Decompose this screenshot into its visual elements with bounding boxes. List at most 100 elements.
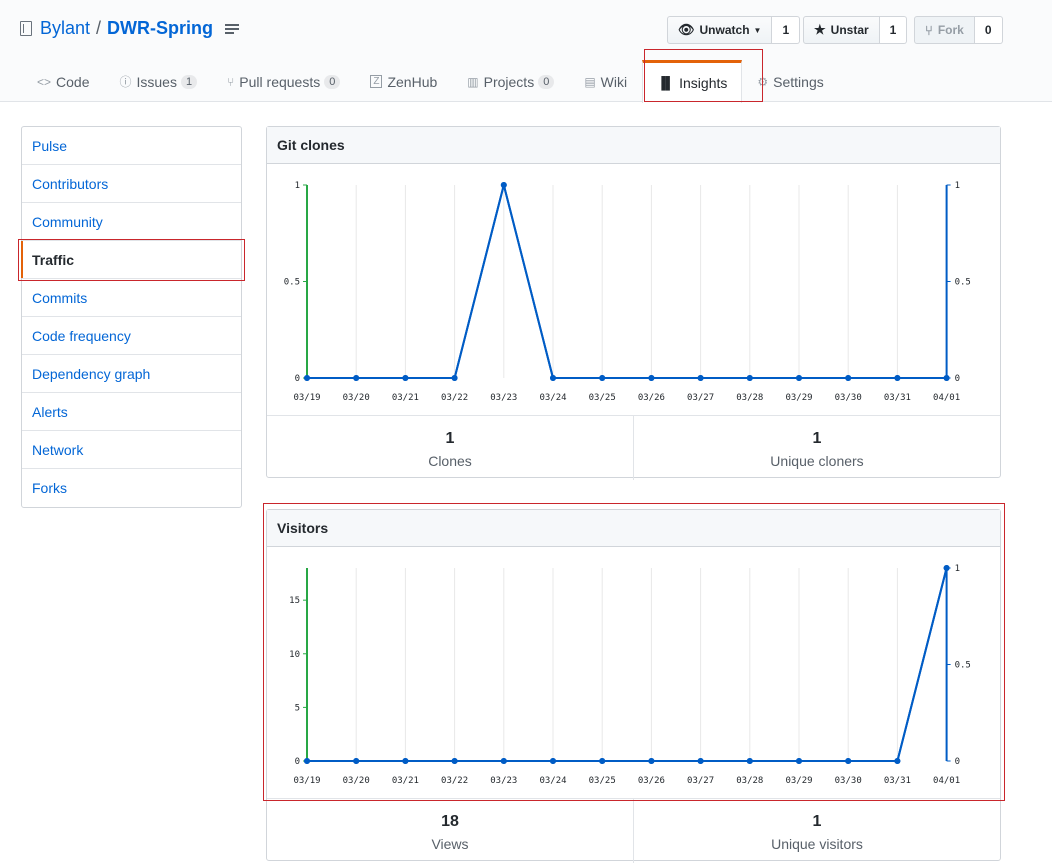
- git-clones-panel: Git clones 0 0.5 1 0 0.5 1 03/19 03/20 03/21 03/2…: [266, 126, 1001, 480]
- repo-separator: /: [96, 18, 102, 38]
- repo-header: Bylant / DWR-Spring 👁 Unwatch ▼ 1 ★ Unst…: [0, 0, 1052, 103]
- tab-wiki[interactable]: ▤ Wiki: [569, 60, 642, 102]
- repo-name-link[interactable]: DWR-Spring: [107, 18, 214, 38]
- sidebar-item-pulse[interactable]: Pulse: [22, 127, 241, 165]
- visitors-data-point: [845, 758, 852, 764]
- clones-x-tick-label: 03/20: [343, 393, 370, 403]
- visitors-right-tick-label: 0: [955, 757, 960, 767]
- visitors-x-tick-label: 03/20: [343, 776, 370, 786]
- sidebar-item-traffic[interactable]: Traffic: [21, 241, 241, 279]
- clones-data-point: [845, 375, 852, 381]
- tab-settings-label: Settings: [773, 73, 824, 90]
- gear-icon: ⚙: [757, 74, 769, 89]
- tab-code[interactable]: <> Code: [22, 60, 104, 102]
- fork-button[interactable]: ⑂ Fork: [914, 16, 975, 44]
- clones-x-tick-label: 03/22: [441, 393, 468, 403]
- visitors-x-tick-label: 03/25: [589, 776, 616, 786]
- code-icon: <>: [37, 74, 52, 89]
- visitors-x-tick-label: 03/22: [441, 776, 468, 786]
- sidebar-item-community[interactable]: Community: [22, 203, 241, 241]
- unique-cloners-label: Unique cloners: [770, 453, 864, 469]
- sidebar-item-network[interactable]: Network: [22, 431, 241, 469]
- visitors-data-point: [697, 758, 704, 764]
- visitors-x-tick-label: 04/01: [933, 776, 960, 786]
- zenhub-icon: Z: [370, 75, 383, 88]
- unwatch-label: Unwatch: [699, 23, 750, 37]
- unstar-button[interactable]: ★ Unstar: [803, 16, 880, 44]
- clones-right-tick-label: 1: [955, 181, 960, 191]
- clones-x-tick-label: 03/23: [490, 393, 517, 403]
- clones-stat: 1 Clones: [267, 416, 633, 480]
- clones-left-tick-label: 0: [295, 374, 300, 384]
- visitors-data-point: [451, 758, 458, 764]
- unwatch-button[interactable]: 👁 Unwatch ▼: [667, 16, 773, 44]
- clones-x-tick-label: 03/24: [539, 393, 566, 403]
- visitors-data-point: [943, 565, 950, 571]
- tab-zenhub[interactable]: Z ZenHub: [355, 60, 452, 102]
- visitors-x-tick-label: 03/26: [638, 776, 665, 786]
- repo-owner-link[interactable]: Bylant: [40, 18, 91, 38]
- clones-data-point: [796, 375, 802, 381]
- tab-issues[interactable]: ⓘ Issues 1: [104, 60, 212, 102]
- visitors-data-point: [550, 758, 556, 764]
- tab-settings[interactable]: ⚙ Settings: [742, 60, 838, 102]
- visitors-data-point: [353, 758, 360, 764]
- insights-sidebar: Pulse Contributors Community Traffic Com…: [21, 126, 242, 508]
- sidebar-item-forks[interactable]: Forks: [32, 480, 67, 496]
- clones-x-tick-label: 03/26: [638, 393, 665, 403]
- clones-x-tick-label: 03/27: [687, 393, 714, 403]
- visitors-stats: 18 Views 1 Unique visitors: [267, 798, 1000, 863]
- watchers-count[interactable]: 1: [772, 16, 801, 44]
- visitors-x-tick-label: 03/23: [490, 776, 517, 786]
- visitors-right-tick-label: 1: [955, 564, 960, 574]
- clones-left-tick-label: 0.5: [284, 278, 300, 288]
- sidebar-item-commits[interactable]: Commits: [22, 279, 241, 317]
- visitors-data-point: [746, 758, 753, 764]
- clones-right-tick-label: 0: [955, 374, 960, 384]
- clones-left-tick-label: 1: [295, 181, 300, 191]
- star-group: ★ Unstar 1: [803, 16, 908, 44]
- hamburger-icon[interactable]: [225, 23, 240, 34]
- visitors-data-point: [599, 758, 606, 764]
- sidebar-item-alerts[interactable]: Alerts: [22, 393, 241, 431]
- clones-count: 1: [445, 430, 455, 447]
- visitors-left-tick-label: 15: [289, 596, 300, 606]
- tab-pull-requests-label: Pull requests: [239, 73, 321, 90]
- tab-pull-requests[interactable]: ⑂ Pull requests 0: [212, 60, 355, 102]
- clones-x-tick-label: 03/25: [589, 393, 616, 403]
- tab-zenhub-label: ZenHub: [387, 73, 438, 90]
- tab-insights[interactable]: ▐▌ Insights: [642, 60, 743, 103]
- clones-x-tick-label: 03/19: [293, 393, 320, 403]
- repo-icon: [20, 21, 32, 36]
- clones-data-point: [550, 375, 556, 381]
- clones-right-tick-label: 0.5: [955, 278, 971, 288]
- clones-x-tick-label: 04/01: [933, 393, 960, 403]
- tab-projects[interactable]: ▥ Projects 0: [452, 60, 569, 102]
- visitors-data-point: [304, 758, 310, 764]
- visitors-left-tick-label: 10: [289, 650, 300, 660]
- visitors-data-point: [796, 758, 802, 764]
- issues-count-badge: 1: [180, 74, 198, 89]
- git-clones-title: Git clones: [267, 127, 1000, 164]
- stargazers-count[interactable]: 1: [879, 16, 908, 44]
- git-clones-stats: 1 Clones 1 Unique cloners: [267, 415, 1000, 480]
- forks-count[interactable]: 0: [974, 16, 1003, 44]
- sidebar-item-code-frequency[interactable]: Code frequency: [22, 317, 241, 355]
- visitors-chart: 0 5 10 15 0 0.5 1 03/19 03/20 03/21 03/22 03/23 03/2…: [289, 564, 971, 786]
- visitors-x-tick-label: 03/19: [293, 776, 320, 786]
- sidebar-item-dependency-graph[interactable]: Dependency graph: [22, 355, 241, 393]
- clones-series-line-1: [307, 184, 947, 379]
- sidebar-item-contributors[interactable]: Contributors: [22, 165, 241, 203]
- views-count: 18: [441, 813, 459, 830]
- fork-icon: ⑂: [925, 22, 933, 38]
- visitors-x-tick-label: 03/24: [539, 776, 566, 786]
- views-stat: 18 Views: [267, 799, 633, 863]
- visitors-title: Visitors: [267, 510, 1000, 547]
- clones-data-point: [894, 375, 901, 381]
- clones-x-tick-label: 03/28: [736, 393, 763, 403]
- graph-icon: ▐▌: [657, 76, 675, 90]
- visitors-data-point: [500, 758, 507, 764]
- clones-data-point: [402, 375, 409, 381]
- clones-data-point: [746, 375, 753, 381]
- project-icon: ▥: [467, 74, 479, 89]
